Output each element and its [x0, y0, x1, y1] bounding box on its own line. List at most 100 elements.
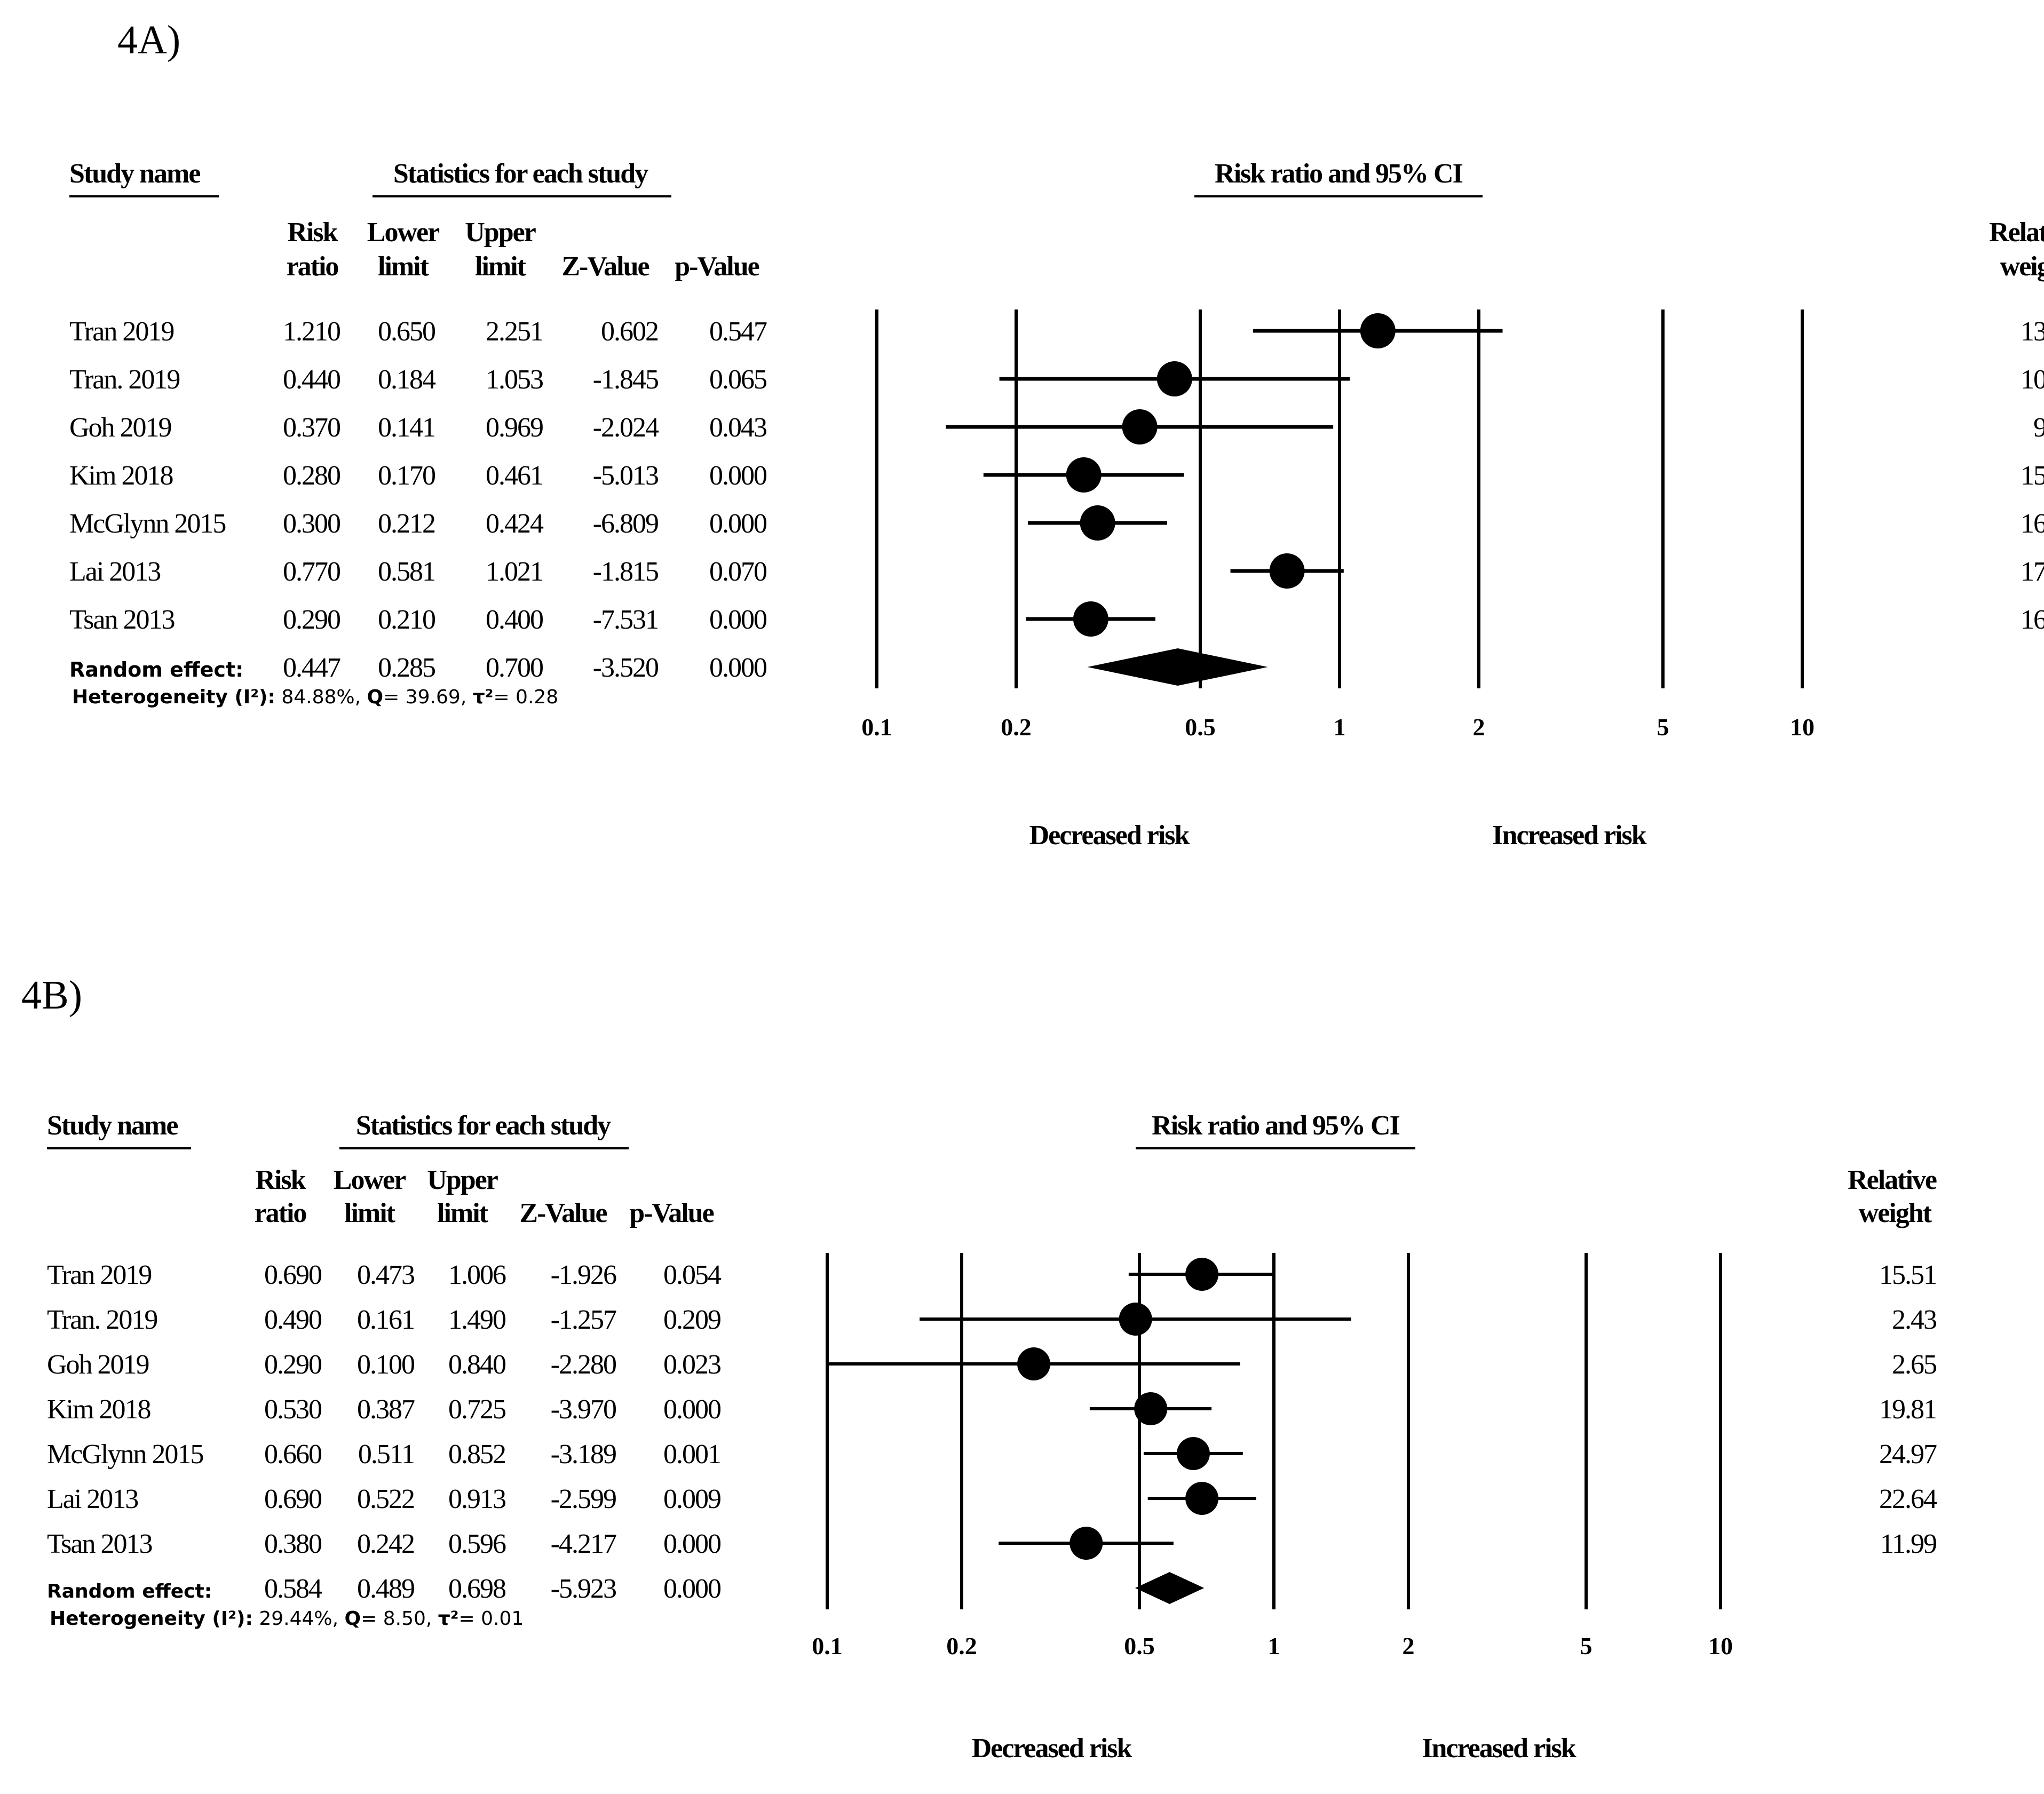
- z-value: -5.013: [593, 461, 658, 491]
- axis-tick-label: 0.1: [861, 713, 892, 741]
- axis-tick-label: 10: [1790, 713, 1815, 741]
- study-name: Kim 2018: [69, 461, 173, 491]
- point-estimate: [1017, 1347, 1051, 1380]
- z-value-header: Z-Value: [561, 251, 649, 282]
- lower-limit-header: Lower: [334, 1165, 406, 1195]
- relative-weight-value: 2.43: [1892, 1305, 1936, 1335]
- z-value: -6.809: [593, 509, 658, 539]
- plot-title: Risk ratio and 95% CI: [1152, 1110, 1399, 1141]
- point-estimate: [1269, 553, 1305, 589]
- risk-ratio-header: Risk: [287, 217, 338, 248]
- lower-limit-value: 0.161: [357, 1305, 414, 1335]
- risk-ratio-value: 0.290: [264, 1350, 322, 1380]
- z-value: -5.923: [551, 1574, 616, 1604]
- lower-limit-value: 0.489: [357, 1574, 414, 1604]
- point-estimate: [1156, 361, 1192, 396]
- increased-risk-label: Increased risk: [1422, 1733, 1576, 1764]
- upper-limit-value: 0.969: [486, 412, 543, 443]
- risk-ratio-header: ratio: [255, 1198, 307, 1228]
- p-value-header: p-Value: [629, 1198, 714, 1228]
- heterogeneity-label: Heterogeneity (I²):: [72, 686, 275, 708]
- forest-panel-b: 4B) Study name Statistics for each study Ri…: [21, 973, 1938, 1764]
- p-value-header: p-Value: [675, 251, 759, 282]
- relative-weight-value: 24.97: [1879, 1439, 1937, 1470]
- relative-weight-header: Relative: [1989, 217, 2044, 248]
- lower-limit-value: 0.522: [357, 1484, 414, 1514]
- axis-tick-label: 2: [1402, 1632, 1414, 1660]
- p-value: 0.070: [709, 557, 767, 587]
- p-value: 0.009: [663, 1484, 720, 1514]
- point-estimate: [1122, 409, 1158, 444]
- statistics-header: Statistics for each study: [356, 1110, 611, 1141]
- risk-ratio-value: 0.280: [283, 461, 340, 491]
- study-name-header: Study name: [47, 1110, 178, 1141]
- point-estimate: [1176, 1437, 1210, 1470]
- study-name: Kim 2018: [47, 1394, 150, 1425]
- study-name: Lai 2013: [69, 557, 160, 587]
- axis-tick-label: 1: [1334, 713, 1346, 741]
- risk-ratio-value: 0.770: [283, 557, 340, 587]
- relative-weight-header: Relative: [1848, 1165, 1937, 1195]
- study-name: Tsan 2013: [69, 605, 174, 635]
- risk-ratio-value: 1.210: [283, 316, 340, 347]
- point-estimate: [1073, 601, 1108, 637]
- relative-weight-value: 15.01: [2021, 461, 2044, 491]
- study-name: McGlynn 2015: [69, 509, 225, 539]
- lower-limit-value: 0.184: [378, 364, 436, 395]
- upper-limit-value: 0.700: [486, 653, 543, 683]
- p-value: 0.000: [663, 1394, 721, 1425]
- panel-label: 4B): [21, 973, 82, 1018]
- heterogeneity-label: Heterogeneity (I²):: [50, 1608, 253, 1630]
- p-value: 0.209: [663, 1305, 720, 1335]
- upper-limit-header: limit: [475, 251, 527, 282]
- risk-ratio-value: 0.584: [264, 1574, 322, 1604]
- axis-tick-label: 10: [1708, 1632, 1733, 1660]
- relative-weight-value: 9.97: [2033, 412, 2044, 443]
- upper-limit-value: 0.424: [486, 509, 544, 539]
- upper-limit-value: 2.251: [486, 316, 543, 347]
- upper-limit-value: 1.021: [486, 557, 543, 587]
- upper-limit-value: 0.461: [486, 461, 543, 491]
- axis-tick-label: 5: [1580, 1632, 1593, 1660]
- point-estimate: [1185, 1482, 1219, 1515]
- z-value: -3.189: [551, 1439, 616, 1470]
- study-name: Tsan 2013: [47, 1529, 152, 1559]
- lower-limit-value: 0.100: [357, 1350, 415, 1380]
- p-value: 0.000: [709, 509, 767, 539]
- point-estimate: [1080, 505, 1115, 541]
- z-value: -1.257: [551, 1305, 616, 1335]
- study-name: Tran 2019: [47, 1260, 151, 1290]
- upper-limit-header: Upper: [427, 1165, 497, 1195]
- p-value: 0.547: [709, 316, 767, 347]
- summary-diamond: [1135, 1572, 1205, 1604]
- risk-ratio-header: Risk: [255, 1165, 306, 1195]
- upper-limit-value: 0.852: [448, 1439, 505, 1470]
- upper-limit-header: Upper: [465, 217, 535, 248]
- point-estimate: [1066, 457, 1102, 493]
- statistics-header: Statistics for each study: [393, 158, 648, 189]
- relative-weight-header: weight: [2000, 251, 2044, 282]
- lower-limit-value: 0.212: [378, 509, 435, 539]
- axis-tick-label: 0.2: [946, 1632, 977, 1660]
- upper-limit-value: 0.840: [448, 1350, 506, 1380]
- lower-limit-value: 0.285: [378, 653, 435, 683]
- risk-ratio-value: 0.530: [264, 1394, 322, 1425]
- axis-tick-label: 0.2: [1001, 713, 1032, 741]
- heterogeneity-text: Heterogeneity (I²): 84.88%, Q= 39.69, τ²…: [72, 686, 558, 708]
- study-name: Tran 2019: [69, 316, 173, 347]
- upper-limit-value: 0.596: [448, 1529, 506, 1559]
- heterogeneity-q-label: Q: [345, 1608, 361, 1630]
- risk-ratio-value: 0.440: [283, 364, 340, 395]
- heterogeneity-tau-label: τ²: [438, 1608, 459, 1630]
- upper-limit-header: limit: [437, 1198, 489, 1228]
- p-value: 0.000: [709, 605, 767, 635]
- z-value: -3.970: [551, 1394, 616, 1425]
- relative-weight-value: 11.99: [1880, 1529, 1936, 1559]
- lower-limit-value: 0.387: [357, 1394, 415, 1425]
- upper-limit-value: 0.400: [486, 605, 543, 635]
- risk-ratio-value: 0.380: [264, 1529, 322, 1559]
- p-value: 0.043: [709, 412, 766, 443]
- relative-weight-header: weight: [1859, 1198, 1932, 1228]
- p-value: 0.000: [663, 1529, 721, 1559]
